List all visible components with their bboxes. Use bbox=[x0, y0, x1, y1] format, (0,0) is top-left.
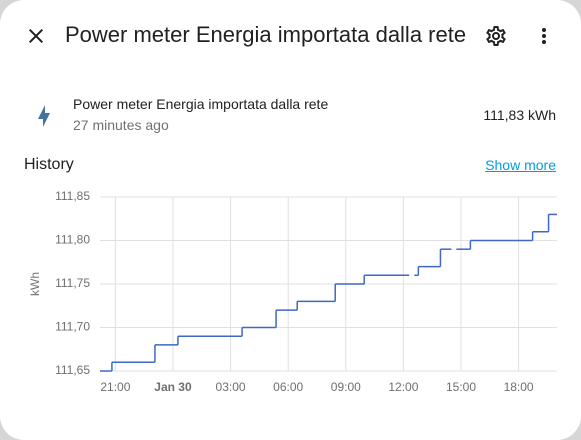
menu-button[interactable] bbox=[532, 24, 556, 48]
y-tick-label: 111,65 bbox=[55, 363, 90, 377]
history-chart: kWh 111,65 111,70 111,75 111,80 111,85 21:00 J… bbox=[28, 189, 557, 394]
close-button[interactable] bbox=[24, 24, 48, 48]
entity-state: 111,83 kWh bbox=[483, 107, 556, 123]
show-more-link[interactable]: Show more bbox=[485, 157, 556, 173]
x-tick-label: 12:00 bbox=[388, 380, 418, 394]
entity-name: Power meter Energia importata dalla rete bbox=[73, 96, 329, 112]
entity-icon bbox=[38, 105, 50, 127]
x-tick-label: 15:00 bbox=[446, 380, 476, 394]
x-tick-label: 18:00 bbox=[504, 380, 534, 394]
dialog-title: Power meter Energia importata dalla rete bbox=[65, 22, 467, 47]
y-axis-label: kWh bbox=[28, 272, 42, 296]
y-tick-label: 111,75 bbox=[55, 276, 90, 290]
settings-button[interactable] bbox=[484, 24, 508, 48]
last-changed: 27 minutes ago bbox=[73, 117, 169, 133]
x-tick-label: 06:00 bbox=[273, 380, 303, 394]
x-tick-label: 03:00 bbox=[216, 380, 246, 394]
y-tick-label: 111,80 bbox=[55, 233, 90, 247]
x-tick-label: 21:00 bbox=[100, 380, 130, 394]
x-tick-label: 09:00 bbox=[331, 380, 361, 394]
x-tick-label: Jan 30 bbox=[154, 380, 192, 394]
y-tick-label: 111,70 bbox=[55, 320, 90, 334]
history-title: History bbox=[24, 156, 74, 173]
y-tick-label: 111,85 bbox=[55, 189, 90, 203]
